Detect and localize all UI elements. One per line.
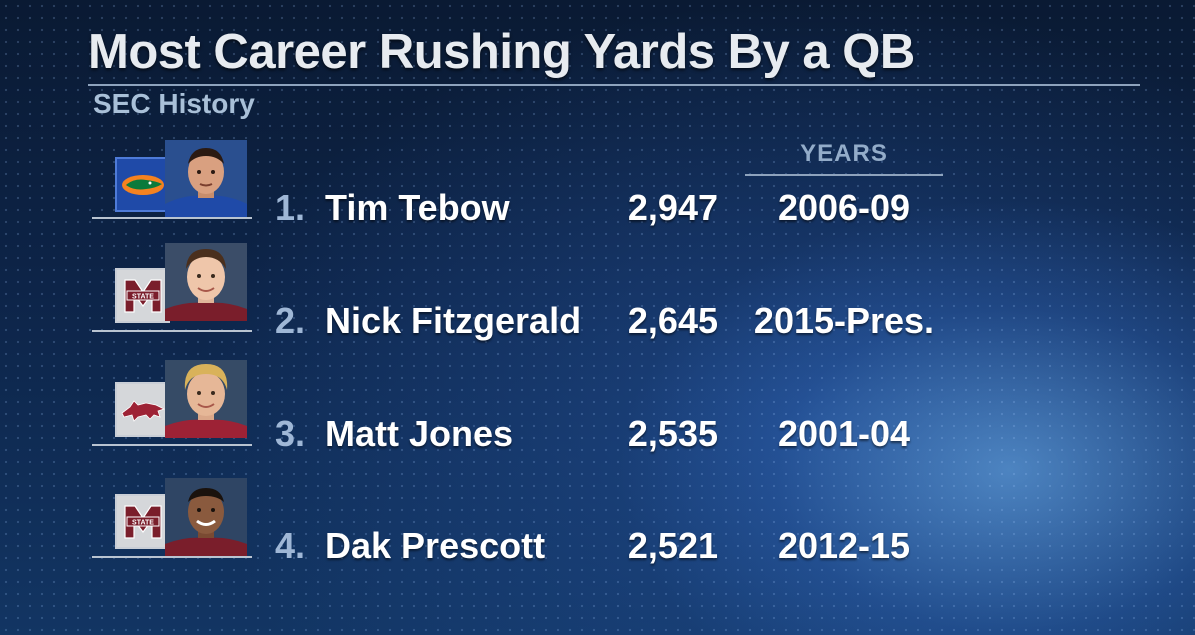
- rank-label: 2.: [275, 300, 306, 341]
- years-played: 2006-09: [777, 187, 911, 228]
- row-divider: [92, 330, 252, 332]
- rank-label: 1.: [275, 187, 306, 228]
- player-photo-matt-jones: [165, 360, 247, 438]
- row-divider: [92, 217, 252, 219]
- row-divider: [92, 444, 252, 446]
- table-row: 1. Tim Tebow 2,947 2006-09: [0, 140, 1195, 240]
- years-played: 2012-15: [777, 525, 911, 566]
- florida-gator-logo: [115, 157, 170, 212]
- rank-label: 3.: [275, 413, 306, 454]
- player-photo-tim-tebow: [165, 140, 247, 218]
- mississippi-state-logo: STATE: [115, 268, 170, 323]
- mississippi-state-logo: STATE: [115, 494, 170, 549]
- arkansas-razorback-logo: [115, 382, 170, 437]
- svg-text:STATE: STATE: [132, 519, 154, 526]
- rushing-yards: 2,947: [627, 187, 718, 228]
- table-row: STATE 4. Dak Prescott 2,521 2012-15: [0, 478, 1195, 578]
- page-subtitle: SEC History: [93, 88, 255, 119]
- player-name: Matt Jones: [325, 413, 514, 454]
- rushing-yards: 2,535: [627, 413, 718, 454]
- years-played: 2001-04: [777, 413, 911, 454]
- years-header-divider: [745, 174, 943, 176]
- page-title: Most Career Rushing Yards By a QB: [88, 25, 915, 79]
- rushing-yards: 2,645: [627, 300, 718, 341]
- rushing-yards: 2,521: [627, 525, 718, 566]
- years-played: 2015-Pres.: [753, 300, 935, 341]
- years-column-header: YEARS: [800, 140, 888, 167]
- player-photo-nick-fitzgerald: [165, 243, 247, 321]
- title-divider: [88, 84, 1140, 86]
- player-photo-dak-prescott: [165, 478, 247, 556]
- row-divider: [92, 556, 252, 558]
- rank-label: 4.: [275, 525, 306, 566]
- player-name: Nick Fitzgerald: [325, 300, 582, 341]
- player-name: Tim Tebow: [325, 187, 510, 228]
- table-row: 3. Matt Jones 2,535 2001-04: [0, 360, 1195, 460]
- svg-text:STATE: STATE: [132, 293, 154, 300]
- player-name: Dak Prescott: [325, 525, 546, 566]
- table-row: STATE 2. Nick Fitzgerald 2,645 2015-Pres…: [0, 240, 1195, 341]
